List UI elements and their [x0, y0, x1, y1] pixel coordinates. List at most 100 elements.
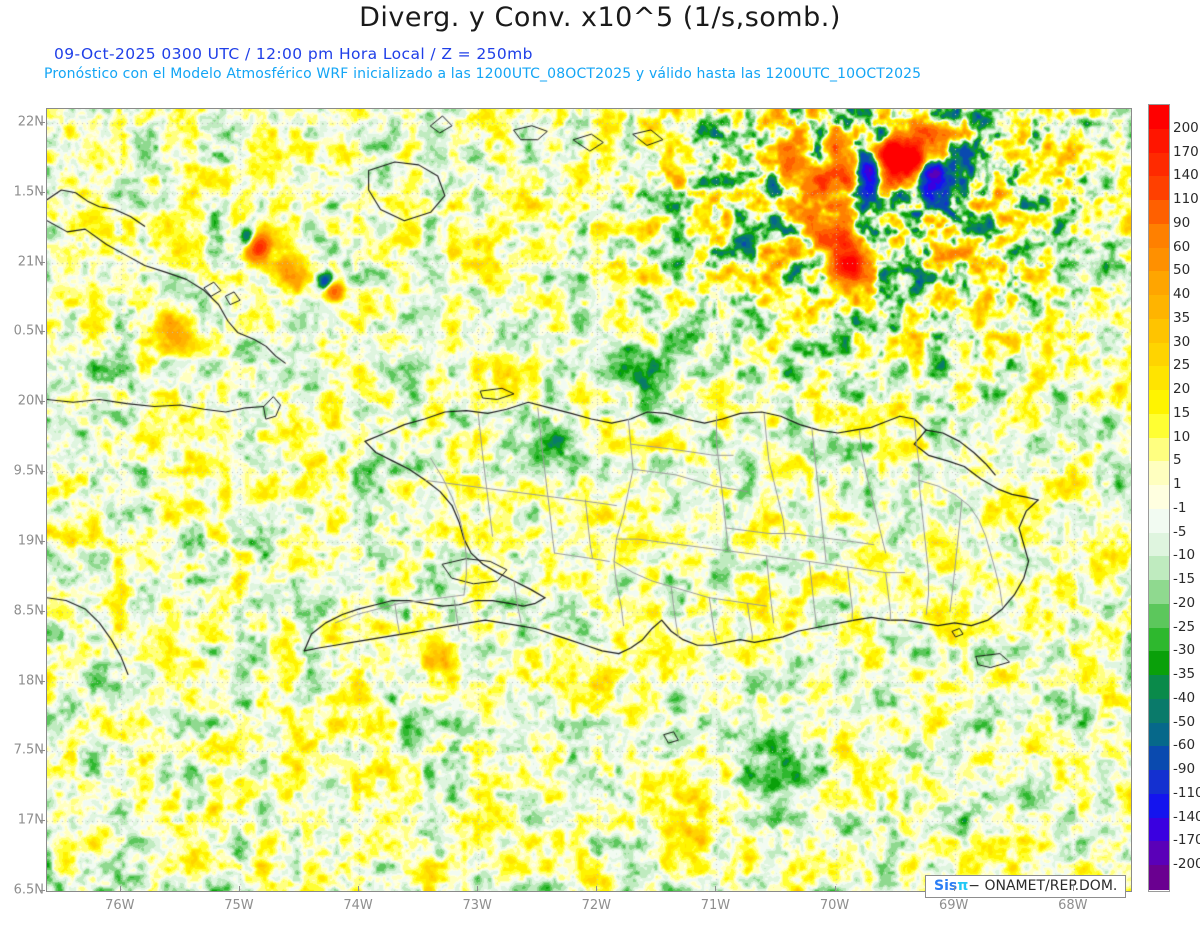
colorbar-tick-label: -25 [1173, 618, 1196, 635]
longitude-tick [596, 886, 598, 891]
latitude-tick-label: 7.5N [13, 742, 44, 758]
colorbar-tick-label: 60 [1173, 238, 1191, 255]
colorbar-segment [1149, 627, 1169, 652]
colorbar-segment [1149, 152, 1169, 177]
colorbar[interactable] [1148, 104, 1170, 892]
colorbar-segment [1149, 342, 1169, 367]
latitude-tick-label: 19N [17, 533, 44, 549]
colorbar-tick-label: 200 [1173, 119, 1199, 136]
longitude-tick [715, 886, 717, 891]
colorbar-segment [1149, 603, 1169, 629]
colorbar-segment [1149, 128, 1169, 154]
colorbar-segment [1149, 556, 1169, 581]
colorbar-segment [1149, 200, 1169, 225]
colorbar-tick-label: -5 [1173, 523, 1187, 540]
colorbar-segment [1149, 223, 1169, 249]
latitude-tick-label: 6.5N [13, 882, 44, 898]
colorbar-tick-label: 170 [1173, 143, 1199, 160]
colorbar-segment [1149, 865, 1169, 890]
colorbar-segment [1149, 390, 1169, 415]
colorbar-tick-label: -170 [1173, 832, 1200, 849]
divergence-convergence-field [47, 109, 1131, 891]
logo-pi-icon: π [957, 878, 969, 894]
latitude-tick-label: 20N [17, 393, 44, 409]
colorbar-segment [1149, 698, 1169, 724]
colorbar-segment [1149, 532, 1169, 557]
latitude-tick [40, 540, 45, 542]
longitude-tick-label: 71W [700, 898, 731, 913]
latitude-tick-label: 1.5N [13, 184, 44, 200]
colorbar-tick-label: -200 [1173, 856, 1200, 873]
colorbar-segment [1149, 580, 1169, 605]
longitude-tick-label: 73W [462, 898, 492, 913]
colorbar-segment [1149, 461, 1169, 486]
colorbar-segment [1149, 437, 1169, 462]
colorbar-tick-label: -20 [1173, 594, 1196, 611]
latitude-tick [40, 750, 45, 752]
colorbar-segment [1149, 105, 1169, 130]
latitude-tick-label: 17N [17, 812, 44, 828]
forecast-model-line: Pronóstico con el Modelo Atmosférico WRF… [44, 66, 922, 82]
colorbar-tick-label: -10 [1173, 547, 1196, 564]
colorbar-segment [1149, 675, 1169, 700]
longitude-tick-label: 70W [819, 898, 850, 913]
colorbar-segment [1149, 722, 1169, 748]
latitude-tick [40, 261, 45, 263]
latitude-tick-label: 8.5N [13, 603, 44, 619]
logo-org-text: − ONAMET/REP.DOM. [968, 878, 1118, 894]
colorbar-segment [1149, 793, 1169, 819]
colorbar-tick-label: -60 [1173, 737, 1196, 754]
colorbar-tick-label: -50 [1173, 713, 1196, 730]
colorbar-tick-label: 35 [1173, 309, 1191, 326]
longitude-tick [358, 886, 360, 891]
colorbar-tick-label: 25 [1173, 357, 1191, 374]
colorbar-tick-label: -15 [1173, 571, 1196, 588]
colorbar-tick-label: 15 [1173, 404, 1191, 421]
longitude-tick-label: 69W [938, 898, 969, 913]
latitude-tick [40, 401, 45, 403]
latitude-tick [40, 121, 45, 123]
colorbar-tick-label: 140 [1173, 167, 1199, 184]
latitude-tick-label: 21N [17, 254, 44, 270]
colorbar-segment [1149, 485, 1169, 510]
longitude-tick [953, 886, 955, 891]
colorbar-segment [1149, 271, 1169, 296]
latitude-tick [40, 820, 45, 822]
longitude-tick-label: 68W [1058, 898, 1088, 913]
colorbar-segment [1149, 318, 1169, 344]
colorbar-tick-label: 40 [1173, 286, 1191, 303]
colorbar-tick-label: -110 [1173, 784, 1200, 801]
latitude-tick [40, 890, 45, 891]
latitude-tick-label: 18N [17, 673, 44, 689]
colorbar-segment [1149, 366, 1169, 391]
latitude-tick [40, 680, 45, 682]
colorbar-tick-label: 5 [1173, 452, 1182, 469]
colorbar-tick-label: 50 [1173, 262, 1191, 279]
map-plot-area[interactable] [46, 108, 1132, 892]
colorbar-segment [1149, 841, 1169, 866]
longitude-tick [477, 886, 479, 891]
colorbar-segment [1149, 247, 1169, 272]
latitude-tick [40, 191, 45, 193]
colorbar-segment [1149, 176, 1169, 201]
colorbar-segment [1149, 817, 1169, 843]
colorbar-tick-label: 90 [1173, 214, 1191, 231]
longitude-tick-label: 76W [105, 898, 135, 913]
agency-logo: Sisπ− ONAMET/REP.DOM. [925, 875, 1127, 898]
longitude-tick-label: 75W [224, 898, 254, 913]
colorbar-tick-label: -1 [1173, 499, 1187, 516]
longitude-tick [1072, 886, 1074, 891]
colorbar-tick-label: -35 [1173, 666, 1196, 683]
colorbar-tick-label: 1 [1173, 476, 1182, 493]
latitude-tick [40, 471, 45, 473]
latitude-tick-label: 9.5N [13, 463, 44, 479]
longitude-tick [834, 886, 836, 891]
colorbar-segment [1149, 295, 1169, 320]
colorbar-tick-label: 10 [1173, 428, 1191, 445]
colorbar-segment [1149, 651, 1169, 676]
longitude-tick-label: 72W [581, 898, 612, 913]
page-title: Diverg. y Conv. x10^5 (1/s,somb.) [359, 2, 841, 33]
colorbar-segment [1149, 508, 1169, 534]
colorbar-tick-label: -40 [1173, 689, 1196, 706]
logo-sis-text: Sis [934, 878, 958, 894]
